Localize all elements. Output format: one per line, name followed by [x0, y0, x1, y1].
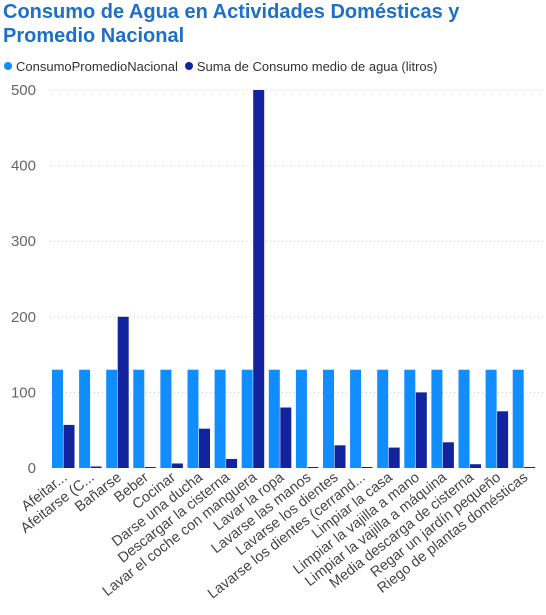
bar-promedio-nacional	[350, 369, 362, 468]
bar-promedio-nacional	[79, 369, 91, 468]
bar-promedio-nacional	[160, 369, 172, 468]
bar-consumo-medio	[171, 463, 183, 468]
bar-promedio-nacional	[458, 369, 470, 468]
y-tick-label: 100	[11, 384, 36, 401]
legend-item-series-1[interactable]: ConsumoPromedioNacional	[4, 59, 178, 74]
y-tick-label: 300	[11, 233, 36, 250]
y-tick-label: 500	[11, 82, 36, 99]
bar-promedio-nacional	[377, 369, 389, 468]
y-tick: 0	[28, 460, 36, 477]
y-axis: 0 100 200 300 400 500	[11, 82, 545, 477]
x-axis: Afeitar...Afeitarse (C...BañarseBeberCoc…	[18, 469, 531, 602]
legend-label-series-2: Suma de Consumo medio de agua (litros)	[196, 58, 438, 74]
bar-consumo-medio	[144, 467, 156, 468]
legend-item-series-2[interactable]: Suma de Consumo medio de agua (litros)	[184, 58, 438, 74]
y-tick: 300	[11, 233, 36, 250]
legend-label-series-1: ConsumoPromedioNacional	[16, 58, 178, 74]
bar-promedio-nacional	[512, 369, 524, 468]
bar-consumo-medio	[497, 411, 509, 468]
bar-consumo-medio	[361, 467, 373, 468]
bar-promedio-nacional	[52, 369, 63, 468]
bar-consumo-medio	[524, 467, 536, 468]
bar-consumo-medio	[90, 466, 102, 468]
bar-consumo-medio	[415, 392, 427, 468]
bar-consumo-medio	[307, 467, 319, 468]
bar-promedio-nacional	[295, 369, 307, 468]
y-tick: 400	[11, 158, 36, 175]
y-tick: 100	[11, 384, 36, 401]
y-tick: 200	[11, 309, 36, 326]
bar-promedio-nacional	[133, 369, 145, 468]
bar-consumo-medio	[117, 316, 129, 468]
bar-promedio-nacional	[323, 369, 334, 468]
bar-promedio-nacional	[431, 369, 443, 468]
bar-promedio-nacional	[485, 369, 497, 468]
y-tick-label: 0	[28, 460, 36, 477]
bar-promedio-nacional	[106, 369, 118, 468]
legend-dot-series-1	[4, 62, 12, 70]
bar-promedio-nacional	[268, 369, 280, 468]
legend-dot-series-2	[184, 62, 193, 70]
legend: ConsumoPromedioNacional Suma de Consumo …	[4, 57, 444, 75]
bar-consumo-medio	[442, 442, 454, 468]
bar-promedio-nacional	[404, 369, 416, 468]
bar-promedio-nacional	[214, 369, 226, 468]
chart-title: Consumo de Agua en Actividades Doméstica…	[3, 1, 460, 47]
bar-consumo-medio	[253, 90, 265, 468]
bar-consumo-medio	[226, 458, 238, 468]
bar-consumo-medio	[334, 445, 346, 468]
bar-consumo-medio	[280, 407, 292, 468]
y-tick-label: 200	[11, 309, 36, 326]
bars	[52, 90, 536, 468]
y-tick-label: 400	[11, 158, 36, 175]
y-tick: 500	[11, 82, 36, 99]
bar-consumo-medio	[388, 447, 400, 468]
bar-consumo-medio	[199, 428, 210, 468]
bar-consumo-medio	[63, 424, 75, 468]
bar-consumo-medio	[470, 464, 481, 468]
bar-promedio-nacional	[241, 369, 253, 468]
bar-promedio-nacional	[187, 369, 199, 468]
